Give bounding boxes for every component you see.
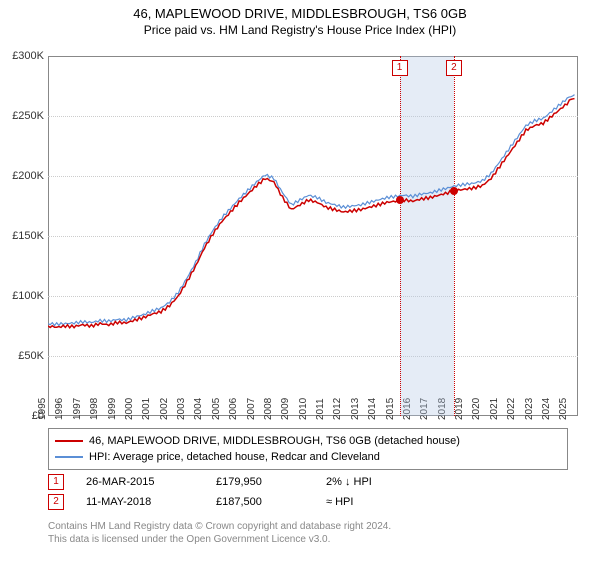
- footer-line: This data is licensed under the Open Gov…: [48, 533, 391, 546]
- y-axis-label: £300K: [12, 50, 44, 62]
- sale-vs-hpi: ≈ HPI: [326, 496, 416, 508]
- legend-item-hpi: HPI: Average price, detached house, Redc…: [55, 449, 561, 465]
- sale-price: £179,950: [216, 476, 326, 488]
- y-axis-label: £50K: [18, 350, 44, 362]
- chart-area: £0£50K£100K£150K£200K£250K£300K 19951996…: [48, 56, 578, 416]
- sales-row: 2 11-MAY-2018 £187,500 ≈ HPI: [48, 492, 416, 512]
- y-axis-label: £200K: [12, 170, 44, 182]
- sale-marker-box: 1: [392, 60, 408, 76]
- legend-swatch: [55, 440, 83, 442]
- sale-point-dot: [396, 196, 404, 204]
- y-axis-label: £150K: [12, 230, 44, 242]
- y-axis-label: £100K: [12, 290, 44, 302]
- legend-label: HPI: Average price, detached house, Redc…: [89, 451, 380, 463]
- sale-marker-box: 2: [446, 60, 462, 76]
- legend: 46, MAPLEWOOD DRIVE, MIDDLESBROUGH, TS6 …: [48, 428, 568, 470]
- sale-date: 11-MAY-2018: [86, 496, 216, 508]
- sales-table: 1 26-MAR-2015 £179,950 2% ↓ HPI 2 11-MAY…: [48, 472, 416, 512]
- chart-title: 46, MAPLEWOOD DRIVE, MIDDLESBROUGH, TS6 …: [0, 6, 600, 21]
- sale-marker-icon: 1: [48, 474, 64, 490]
- chart-subtitle: Price paid vs. HM Land Registry's House …: [0, 23, 600, 37]
- sale-date: 26-MAR-2015: [86, 476, 216, 488]
- footer: Contains HM Land Registry data © Crown c…: [48, 520, 391, 546]
- y-axis-label: £250K: [12, 110, 44, 122]
- legend-item-subject: 46, MAPLEWOOD DRIVE, MIDDLESBROUGH, TS6 …: [55, 433, 561, 449]
- legend-label: 46, MAPLEWOOD DRIVE, MIDDLESBROUGH, TS6 …: [89, 435, 460, 447]
- footer-line: Contains HM Land Registry data © Crown c…: [48, 520, 391, 533]
- sale-price: £187,500: [216, 496, 326, 508]
- sale-vs-hpi: 2% ↓ HPI: [326, 476, 416, 488]
- line-series: [48, 56, 578, 416]
- sale-point-dot: [450, 187, 458, 195]
- series-hpi: [48, 95, 575, 326]
- legend-swatch: [55, 456, 83, 458]
- x-axis-label: 1995: [37, 398, 48, 420]
- series-subject: [48, 99, 575, 328]
- sales-row: 1 26-MAR-2015 £179,950 2% ↓ HPI: [48, 472, 416, 492]
- sale-marker-icon: 2: [48, 494, 64, 510]
